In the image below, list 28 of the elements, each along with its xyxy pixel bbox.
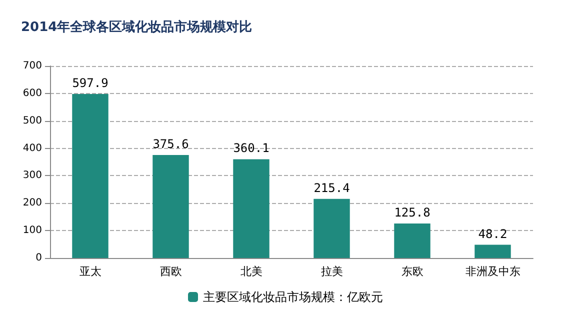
data-label: 360.1	[233, 141, 270, 156]
bar	[72, 94, 108, 258]
data-label: 375.6	[152, 136, 189, 151]
y-tick-label: 400	[22, 142, 42, 154]
x-tick-label: 北美	[240, 265, 262, 278]
bar	[394, 223, 430, 258]
data-label: 215.4	[314, 180, 350, 195]
x-tick-label: 亚太	[79, 265, 102, 278]
bar	[314, 198, 350, 258]
y-tick-label: 300	[22, 170, 42, 182]
bar	[233, 159, 270, 258]
data-label: 48.2	[478, 226, 508, 241]
y-tick-label: 100	[22, 225, 42, 236]
y-tick-label: 600	[22, 88, 42, 99]
y-tick-label: 0	[36, 252, 42, 264]
bar	[152, 154, 189, 258]
y-tick-label: 200	[22, 198, 42, 209]
y-tick-label: 500	[22, 115, 42, 126]
data-label: 125.8	[394, 205, 430, 220]
x-tick-label: 非洲及中东	[465, 265, 520, 278]
bar	[474, 244, 511, 258]
x-tick-label: 西欧	[160, 265, 182, 278]
y-tick-label: 700	[22, 60, 42, 72]
data-label: 597.9	[72, 76, 108, 90]
x-tick-label: 拉美	[320, 265, 343, 278]
chart-title: 2014年全球各区域化妆品市场规模对比	[21, 19, 252, 35]
x-tick-label: 东欧	[401, 265, 424, 278]
legend-label: 主要区域化妆品市场规模：亿欧元	[203, 290, 383, 304]
